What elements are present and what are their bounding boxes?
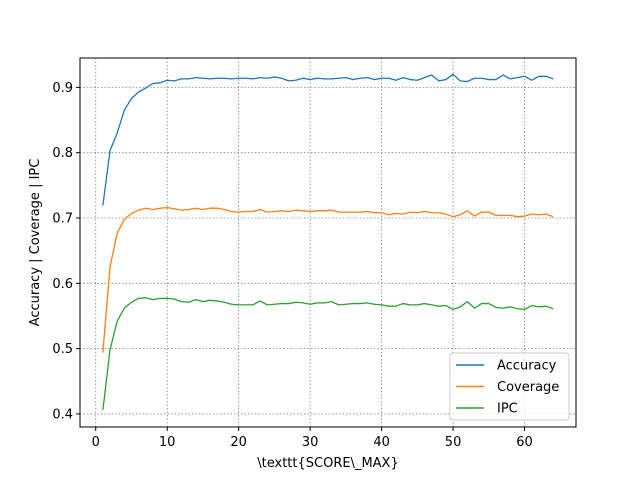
x-tick-label: 0 — [92, 435, 100, 450]
x-tick-label: 30 — [302, 435, 319, 450]
x-tick-label: 40 — [373, 435, 390, 450]
x-tick-label: 20 — [230, 435, 247, 450]
x-tick-label: 10 — [159, 435, 176, 450]
y-tick-label: 0.5 — [52, 342, 73, 357]
series-lines — [102, 73, 554, 411]
series-line-ipc — [102, 297, 554, 411]
y-tick-label: 0.8 — [52, 146, 73, 161]
series-line-accuracy — [102, 73, 554, 206]
legend-label-ipc: IPC — [497, 402, 518, 417]
y-tick-label: 0.9 — [52, 81, 73, 96]
axis-ticks: 0 10 20 30 40 50 60 0.4 0.5 0.6 0.7 0.8 0.9 — [52, 81, 533, 450]
legend-label-accuracy: Accuracy — [497, 359, 557, 374]
y-axis-label: Accuracy | Coverage | IPC — [28, 159, 43, 327]
y-tick-label: 0.7 — [52, 212, 73, 227]
x-tick-label: 50 — [445, 435, 462, 450]
y-tick-label: 0.4 — [52, 407, 73, 422]
legend: Accuracy Coverage IPC — [449, 352, 570, 421]
plot-frame — [79, 57, 577, 428]
legend-label-coverage: Coverage — [497, 380, 559, 395]
y-tick-label: 0.6 — [52, 277, 73, 292]
x-axis-label: \texttt{SCORE\_MAX} — [257, 456, 398, 471]
series-line-coverage — [102, 206, 554, 353]
legend-box — [449, 352, 570, 421]
x-tick-label: 60 — [516, 435, 533, 450]
